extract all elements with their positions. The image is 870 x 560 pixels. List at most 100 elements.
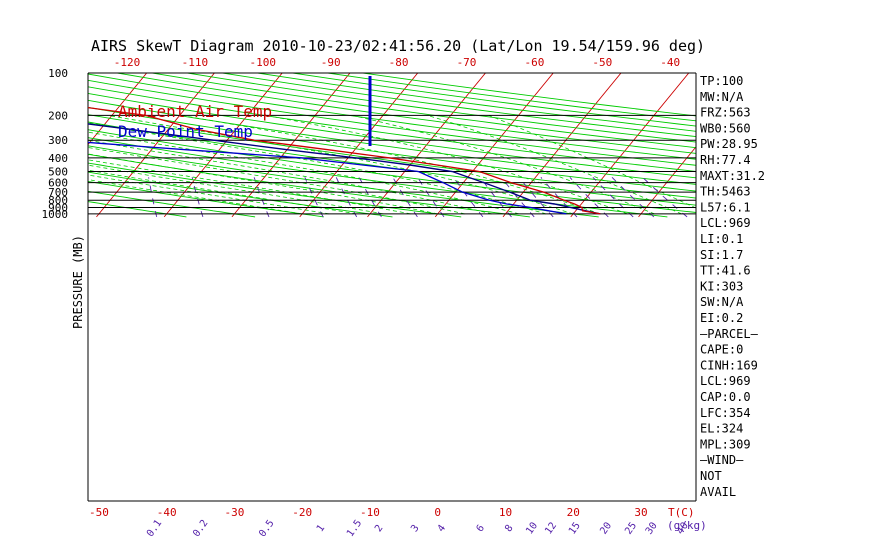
mixing-ratio-tick-label: 10 (524, 520, 540, 536)
mixing-ratio-line (358, 177, 382, 218)
index-value: SI:1.7 (700, 248, 743, 262)
index-value: CAP:0.0 (700, 390, 751, 404)
dry-adiabat-line (222, 73, 696, 138)
index-value: L57:6.1 (700, 200, 751, 214)
bottom-temp-tick-label: 20 (567, 506, 580, 519)
bottom-temp-tick-label: 30 (634, 506, 647, 519)
moist-adiabat-line (181, 115, 601, 215)
dry-adiabat-line (88, 201, 187, 218)
dry-adiabat-line (152, 73, 696, 149)
x-axis-unit-label: T(C) (668, 506, 695, 519)
index-value: MW:N/A (700, 90, 744, 104)
isotherm-line (0, 73, 11, 217)
mixing-ratio-line (479, 177, 512, 218)
top-temp-tick-label: -100 (250, 56, 277, 69)
mixing-ratio-tick-label: 8 (503, 523, 515, 534)
pressure-tick-label: 200 (48, 109, 68, 122)
index-value: TT:41.6 (700, 264, 751, 278)
pressure-tick-label: 1000 (42, 208, 69, 221)
bottom-temp-tick-label: -50 (89, 506, 109, 519)
pressure-tick-label: 100 (48, 67, 68, 80)
top-temp-tick-label: -120 (114, 56, 141, 69)
dry-adiabat-line (88, 153, 530, 218)
isotherm-line (502, 73, 622, 218)
mixing-ratio-tick-label: 1.5 (345, 518, 364, 539)
isotherm-line (299, 73, 419, 218)
mixing-ratio-tick-label: 4 (436, 523, 448, 534)
index-value: AVAIL (700, 485, 736, 499)
dry-adiabat-line (88, 79, 696, 166)
dry-adiabat-line (88, 137, 668, 218)
isobar-lines (87, 72, 697, 502)
mixing-ratio-line (501, 177, 535, 218)
index-value: MAXT:31.2 (700, 169, 765, 183)
dry-adiabat-line (88, 93, 696, 179)
pressure-tick-label: 700 (48, 186, 68, 199)
dry-adiabat-line (362, 73, 696, 117)
mixing-ratio-tick-label: 0.5 (257, 518, 276, 539)
index-value: TP:100 (700, 74, 743, 88)
isotherm-line (96, 73, 215, 218)
dry-adiabat-line (88, 162, 462, 218)
dry-adiabat-line (88, 86, 696, 172)
mixing-ratio-tick-label: 0.2 (191, 518, 210, 539)
isotherm-line (434, 73, 554, 218)
index-value: LCL:969 (700, 216, 751, 230)
moist-adiabat-line (88, 147, 465, 215)
mixing-ratio-line (569, 176, 609, 218)
pressure-tick-label: 800 (48, 194, 68, 207)
bottom-temp-tick-label: 0 (434, 506, 441, 519)
dry-adiabat-line (88, 129, 696, 213)
mixing-ratio-tick-label: 6 (475, 523, 487, 534)
isotherm-line (88, 73, 148, 146)
index-value: NOT (700, 469, 722, 483)
mixing-ratio-line (518, 177, 554, 218)
ambient-temp-curve (88, 106, 601, 215)
legend-ambient-air-temp: Ambient Air Temp (118, 102, 272, 121)
dry-adiabat-line (88, 114, 696, 199)
legend-dew-point-temp: Dew Point Temp (118, 122, 253, 141)
index-value: CAPE:0 (700, 343, 743, 357)
mixing-ratio-tick-label: 3 (409, 523, 421, 534)
top-temp-tick-label: -90 (321, 56, 341, 69)
mixing-ratio-tick-label: 15 (567, 521, 583, 537)
bottom-temp-tick-label: 10 (499, 506, 512, 519)
index-value: KI:303 (700, 279, 743, 293)
moist-adiabat-line (488, 115, 696, 209)
top-temp-tick-label: -60 (524, 56, 544, 69)
top-temp-tick-label: -110 (182, 56, 209, 69)
bottom-temp-tick-label: -30 (224, 506, 244, 519)
top-temp-tick-label: -70 (457, 56, 477, 69)
mixing-ratio-tick-label: 1 (315, 523, 327, 534)
bottom-temp-tick-label: -20 (292, 506, 312, 519)
index-value: —WIND— (700, 453, 744, 467)
dry-adiabat-line (88, 181, 324, 218)
mixing-ratio-tick-label: 12 (543, 520, 559, 536)
dry-adiabat-line (117, 73, 696, 154)
dry-adiabat-line (88, 171, 393, 218)
dry-adiabat-line (88, 106, 696, 192)
dry-adiabat-line (88, 73, 696, 160)
pressure-tick-label: 600 (48, 177, 68, 190)
mixing-ratio-unit-label: (g/kg) (667, 519, 707, 532)
index-value: WB0:560 (700, 121, 751, 135)
mixing-ratio-line (335, 177, 358, 218)
chart-title: AIRS SkewT Diagram 2010-10-23/02:41:56.2… (91, 37, 705, 55)
index-value: RH:77.4 (700, 153, 751, 167)
mixing-ratio-tick-label: 20 (598, 520, 614, 536)
index-value: EL:324 (700, 422, 743, 436)
index-value: LI:0.1 (700, 232, 743, 246)
mixing-ratio-tick-label: 0.1 (145, 518, 164, 539)
dry-adiabat-line (257, 73, 696, 132)
dry-adiabat-line (88, 99, 696, 185)
dry-adiabat-line (88, 145, 599, 218)
index-value: —PARCEL— (700, 327, 759, 341)
index-value: FRZ:563 (700, 106, 751, 120)
dew-point-curve (88, 141, 567, 215)
dry-adiabat-line (187, 73, 696, 143)
isotherm-line (774, 73, 870, 217)
y-axis-label: PRESSURE (MB) (71, 235, 85, 329)
index-value: PW:28.95 (700, 137, 758, 151)
top-temp-tick-label: -40 (660, 56, 680, 69)
